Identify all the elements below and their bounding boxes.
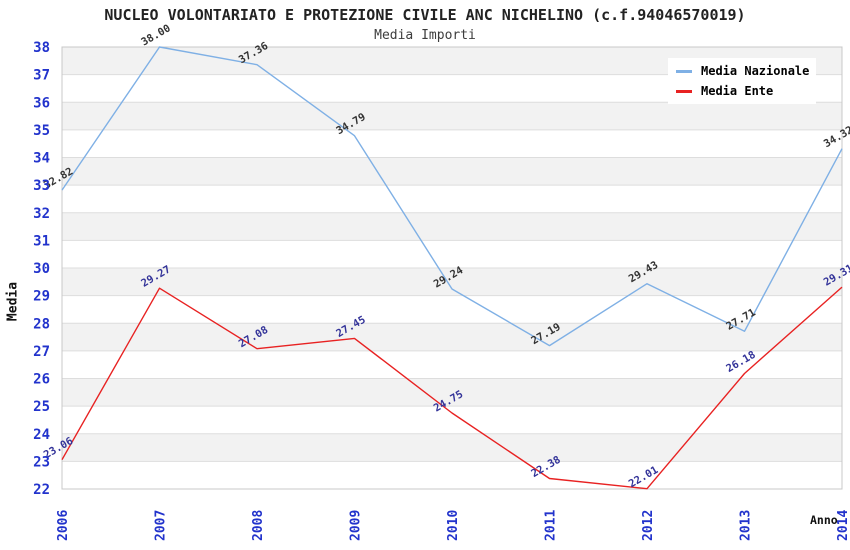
y-tick-label: 25 <box>33 399 50 415</box>
point-label: 22.01 <box>627 464 660 490</box>
x-tick-label: 2014 <box>836 510 850 541</box>
x-tick-label: 2007 <box>154 510 169 541</box>
y-tick-label: 37 <box>33 68 50 84</box>
y-tick-label: 34 <box>33 151 50 167</box>
plot-band <box>62 323 842 351</box>
plot-band <box>62 378 842 407</box>
x-tick-label: 2011 <box>544 510 559 541</box>
y-tick-label: 22 <box>33 482 50 498</box>
y-tick-label: 27 <box>33 344 50 360</box>
chart-title: NUCLEO VOLONTARIATO E PROTEZIONE CIVILE … <box>104 6 746 24</box>
plot-band <box>62 157 842 186</box>
x-tick-label: 2012 <box>641 510 656 541</box>
y-tick-label: 28 <box>33 316 50 332</box>
y-tick-label: 26 <box>33 372 50 388</box>
legend-line-swatch-nazionale <box>676 69 692 73</box>
x-tick-label: 2013 <box>739 510 754 541</box>
plot-band <box>62 212 842 241</box>
point-label: 26.18 <box>724 349 757 375</box>
legend-item-media-ente: Media Ente <box>676 81 816 101</box>
y-tick-label: 36 <box>33 95 50 111</box>
legend-line-swatch-ente <box>676 89 692 93</box>
chart-subtitle: Media Importi <box>374 28 476 43</box>
legend-label: Media Ente <box>701 84 774 98</box>
y-tick-label: 24 <box>33 427 50 443</box>
series-line-ente <box>61 286 843 490</box>
y-tick-label: 32 <box>33 206 50 222</box>
y-tick-label: 38 <box>33 40 50 56</box>
x-tick-label: 2008 <box>251 510 266 541</box>
legend-item-media-nazionale: Media Nazionale <box>676 61 816 81</box>
plot-border <box>61 46 843 490</box>
y-tick-label: 33 <box>33 178 50 194</box>
series-line-nazionale <box>61 46 843 347</box>
y-tick-label: 29 <box>33 289 50 305</box>
y-axis-title: Media <box>5 281 21 322</box>
x-axis-title: Anno <box>810 513 838 527</box>
plot-band <box>62 268 842 296</box>
plot-band <box>62 433 842 462</box>
x-tick-label: 2010 <box>446 510 461 541</box>
y-tick-label: 35 <box>33 123 50 139</box>
point-label: 38.00 <box>139 22 172 48</box>
legend-label: Media Nazionale <box>701 64 810 78</box>
legend: Media Nazionale Media Ente <box>668 58 816 104</box>
y-tick-label: 31 <box>33 233 50 249</box>
x-tick-label: 2009 <box>349 510 364 541</box>
y-tick-label: 30 <box>33 261 50 277</box>
x-tick-label: 2006 <box>56 510 71 541</box>
plot-band <box>62 102 842 130</box>
y-tick-label: 23 <box>33 454 50 470</box>
